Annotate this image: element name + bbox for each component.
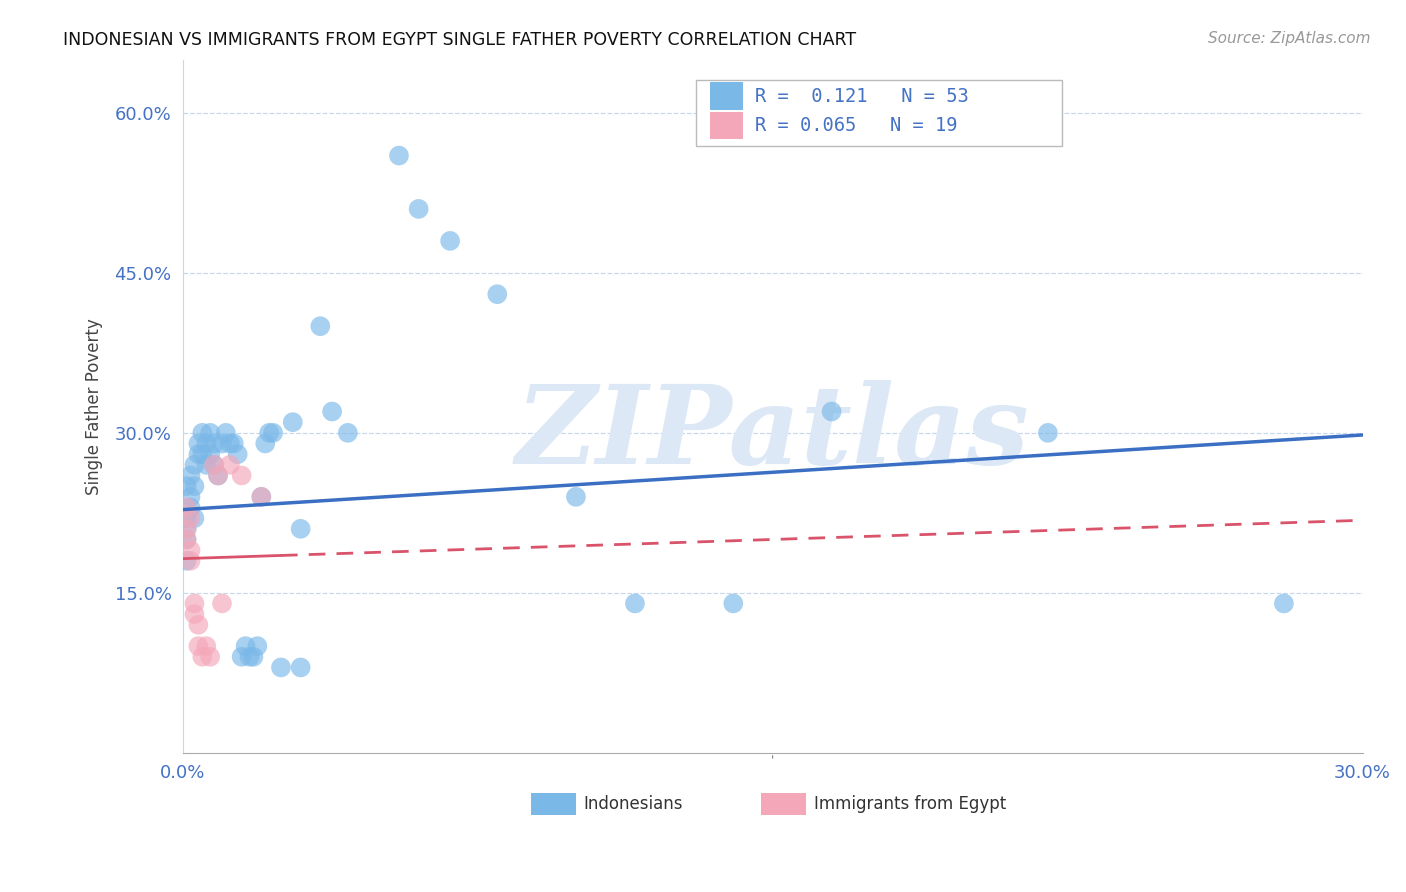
- Point: [270, 660, 292, 674]
- Point: [195, 436, 218, 450]
- Point: [624, 597, 647, 611]
- Point: [226, 447, 249, 461]
- Point: [408, 202, 430, 216]
- Text: Indonesians: Indonesians: [583, 795, 683, 813]
- Point: [290, 522, 312, 536]
- Point: [250, 490, 273, 504]
- Point: [1272, 597, 1295, 611]
- Point: [198, 649, 221, 664]
- Point: [439, 234, 461, 248]
- Point: [187, 447, 209, 461]
- Text: INDONESIAN VS IMMIGRANTS FROM EGYPT SINGLE FATHER POVERTY CORRELATION CHART: INDONESIAN VS IMMIGRANTS FROM EGYPT SING…: [63, 31, 856, 49]
- Point: [820, 404, 842, 418]
- Point: [180, 554, 202, 568]
- Point: [180, 490, 202, 504]
- Point: [198, 425, 221, 440]
- Point: [187, 617, 209, 632]
- Point: [183, 607, 205, 621]
- Point: [191, 649, 214, 664]
- Y-axis label: Single Father Poverty: Single Father Poverty: [86, 318, 103, 494]
- Point: [183, 458, 205, 472]
- Point: [222, 436, 245, 450]
- Point: [207, 468, 229, 483]
- Point: [262, 425, 284, 440]
- Text: ZIPatlas: ZIPatlas: [516, 380, 1029, 488]
- Point: [207, 468, 229, 483]
- Point: [176, 522, 198, 536]
- Point: [176, 511, 198, 525]
- Point: [211, 597, 233, 611]
- Point: [486, 287, 509, 301]
- Point: [187, 436, 209, 450]
- Point: [218, 436, 240, 450]
- Point: [202, 436, 225, 450]
- Point: [180, 468, 202, 483]
- Point: [250, 490, 273, 504]
- Point: [565, 490, 588, 504]
- Point: [388, 148, 411, 162]
- Point: [180, 511, 202, 525]
- Point: [180, 543, 202, 558]
- Point: [195, 458, 218, 472]
- Text: Source: ZipAtlas.com: Source: ZipAtlas.com: [1208, 31, 1371, 46]
- Point: [235, 639, 257, 653]
- Point: [183, 511, 205, 525]
- FancyBboxPatch shape: [710, 112, 744, 139]
- Point: [176, 554, 198, 568]
- Point: [723, 597, 745, 611]
- Point: [176, 533, 198, 547]
- Point: [215, 425, 238, 440]
- Point: [183, 479, 205, 493]
- Point: [176, 533, 198, 547]
- Point: [309, 319, 332, 334]
- Point: [238, 649, 260, 664]
- Point: [202, 458, 225, 472]
- FancyBboxPatch shape: [530, 793, 575, 815]
- Text: Immigrants from Egypt: Immigrants from Egypt: [814, 795, 1007, 813]
- FancyBboxPatch shape: [696, 80, 1062, 146]
- Point: [191, 425, 214, 440]
- Text: R =  0.121   N = 53: R = 0.121 N = 53: [755, 87, 969, 106]
- Point: [202, 458, 225, 472]
- Point: [246, 639, 269, 653]
- Point: [183, 597, 205, 611]
- Point: [242, 649, 264, 664]
- Point: [231, 649, 253, 664]
- FancyBboxPatch shape: [710, 82, 744, 111]
- Point: [176, 522, 198, 536]
- Point: [321, 404, 343, 418]
- Point: [336, 425, 359, 440]
- Point: [231, 468, 253, 483]
- Point: [218, 458, 240, 472]
- Point: [281, 415, 304, 429]
- Point: [211, 436, 233, 450]
- Point: [257, 425, 280, 440]
- Point: [1036, 425, 1059, 440]
- Point: [290, 660, 312, 674]
- Point: [180, 500, 202, 515]
- Point: [198, 447, 221, 461]
- Point: [176, 500, 198, 515]
- Point: [191, 447, 214, 461]
- Point: [254, 436, 277, 450]
- Point: [176, 479, 198, 493]
- Point: [187, 639, 209, 653]
- Text: R = 0.065   N = 19: R = 0.065 N = 19: [755, 116, 957, 135]
- Point: [195, 639, 218, 653]
- FancyBboxPatch shape: [761, 793, 806, 815]
